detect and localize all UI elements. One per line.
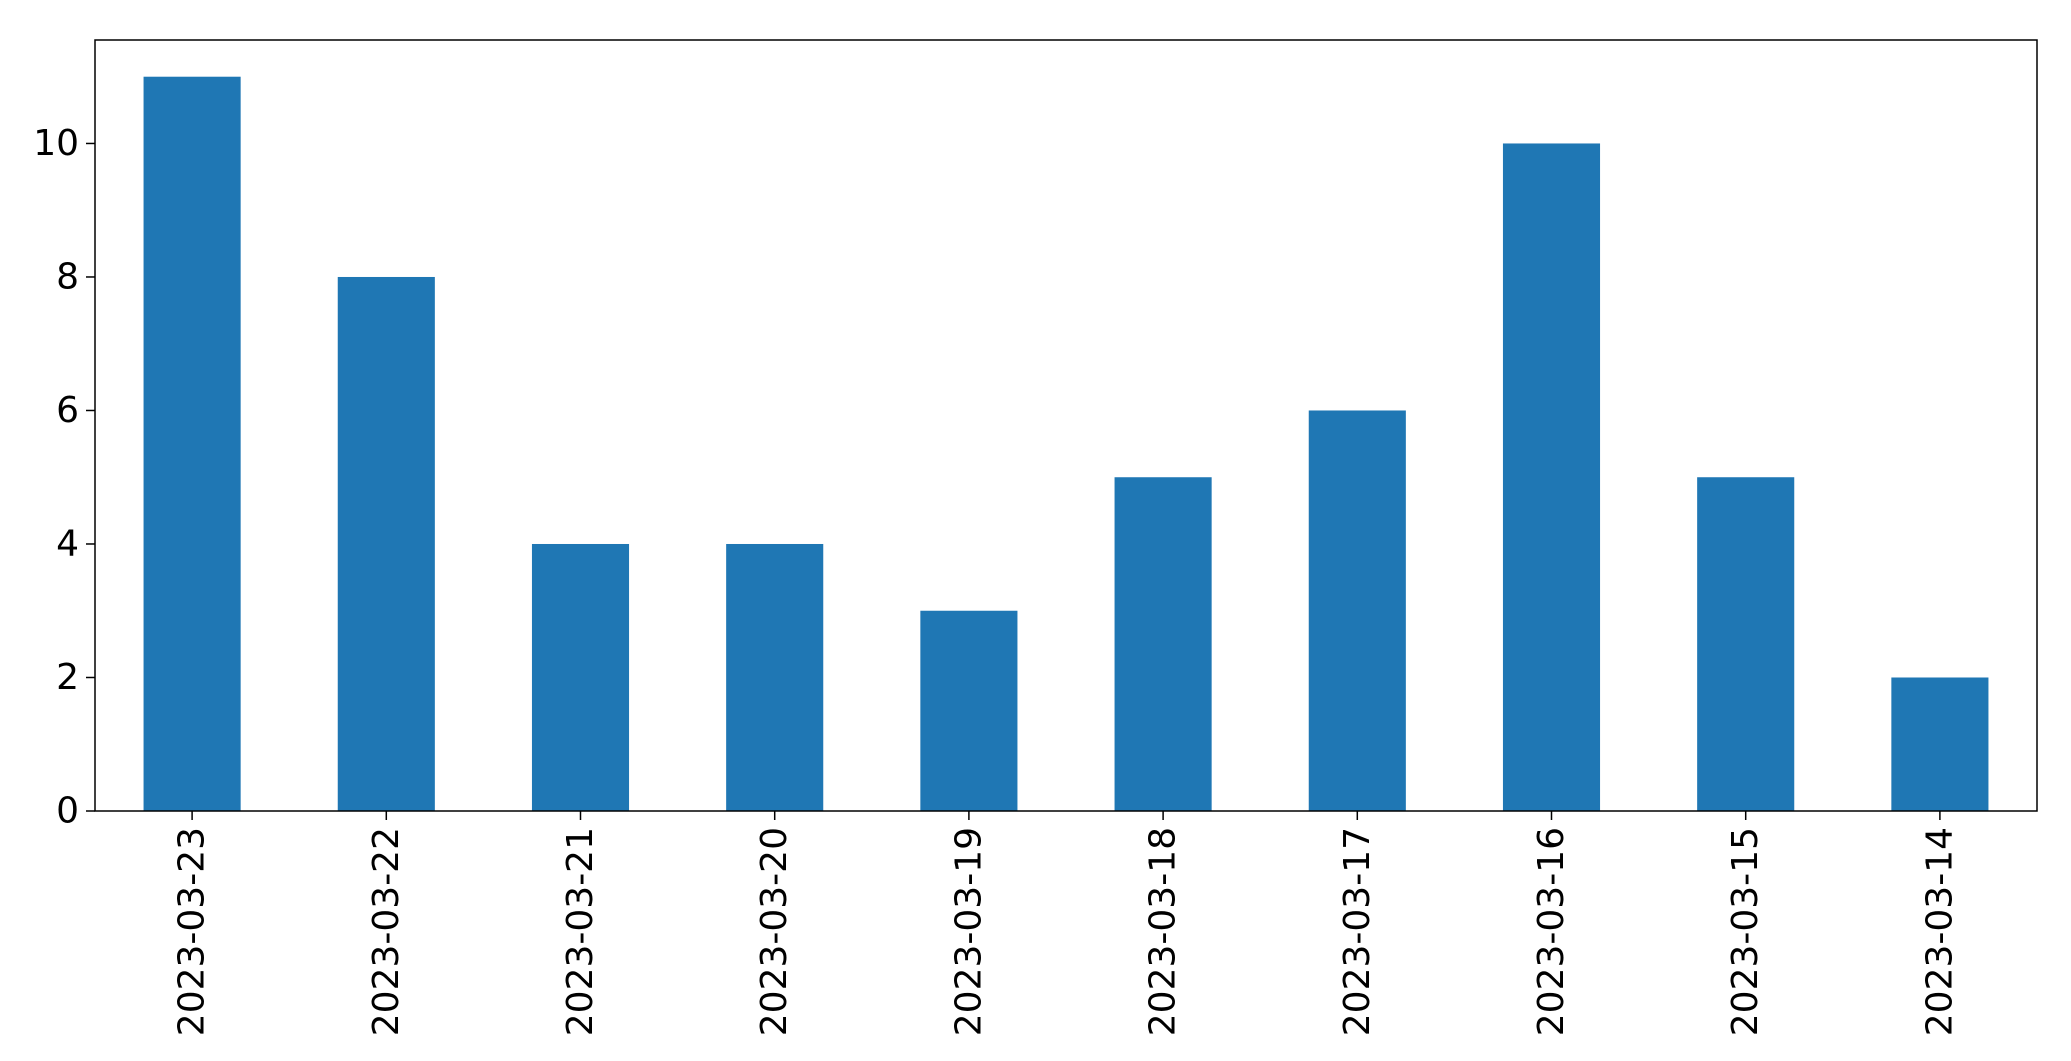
bar-2023-03-18 [1114,477,1212,811]
bar-2023-03-21 [531,543,630,811]
x-tick-label: 2023-03-14 [1919,827,1960,1036]
bar-2023-03-19 [920,610,1018,811]
bar-2023-03-22 [337,276,435,812]
y-tick-label: 6 [56,390,79,431]
bar-2023-03-20 [726,543,824,811]
bar-2023-03-15 [1697,477,1795,811]
x-tick-label: 2023-03-23 [172,827,213,1036]
x-tick-label: 2023-03-19 [948,827,989,1036]
x-tick-label: 2023-03-17 [1337,827,1378,1036]
x-axis-ticks: 2023-03-23 2023-03-22 2023-03-21 2023-03-20… [172,811,1960,1036]
x-tick-label: 2023-03-22 [366,827,407,1036]
x-tick-label: 2023-03-21 [560,827,601,1036]
bar-2023-03-17 [1308,410,1406,811]
x-tick-label: 2023-03-16 [1531,827,1572,1036]
plot-frame [94,39,2038,812]
x-tick-label: 2023-03-20 [754,827,795,1036]
bar-2023-03-14 [1891,677,1989,811]
y-tick-label: 10 [33,123,79,164]
bars-layer [143,76,1989,812]
y-tick-label: 0 [56,791,79,832]
x-tick-label: 2023-03-18 [1143,827,1184,1036]
x-tick-label: 2023-03-15 [1725,827,1766,1036]
y-tick-label: 2 [56,657,79,698]
y-tick-label: 4 [56,523,79,564]
bar-2023-03-16 [1502,143,1601,811]
bar-2023-03-23 [143,76,241,811]
y-axis-ticks: 0 2 4 6 8 10 [33,123,95,832]
y-tick-label: 8 [56,256,79,297]
